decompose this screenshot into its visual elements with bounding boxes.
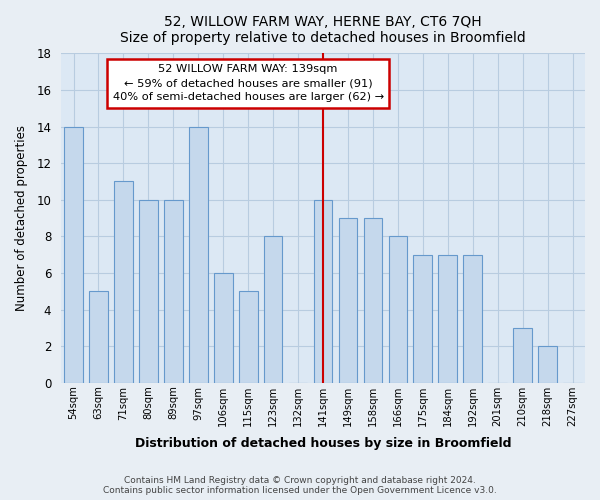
Bar (214, 273, 233, 382)
Bar (164, 200, 182, 382)
Bar (439, 254, 457, 382)
Bar (64, 126, 83, 382)
Bar (413, 254, 432, 382)
Bar (89, 291, 108, 382)
Bar (364, 218, 382, 382)
Bar (114, 182, 133, 382)
Bar (463, 254, 482, 382)
Text: 52 WILLOW FARM WAY: 139sqm
← 59% of detached houses are smaller (91)
40% of semi: 52 WILLOW FARM WAY: 139sqm ← 59% of deta… (113, 64, 384, 102)
Y-axis label: Number of detached properties: Number of detached properties (15, 125, 28, 311)
Bar (239, 291, 257, 382)
Bar (538, 346, 557, 383)
Bar (314, 200, 332, 382)
Title: 52, WILLOW FARM WAY, HERNE BAY, CT6 7QH
Size of property relative to detached ho: 52, WILLOW FARM WAY, HERNE BAY, CT6 7QH … (120, 15, 526, 45)
X-axis label: Distribution of detached houses by size in Broomfield: Distribution of detached houses by size … (135, 437, 511, 450)
Bar (513, 328, 532, 382)
Bar (338, 218, 358, 382)
Bar (264, 236, 283, 382)
Bar (139, 200, 158, 382)
Text: Contains HM Land Registry data © Crown copyright and database right 2024.
Contai: Contains HM Land Registry data © Crown c… (103, 476, 497, 495)
Bar (189, 126, 208, 382)
Bar (389, 236, 407, 382)
